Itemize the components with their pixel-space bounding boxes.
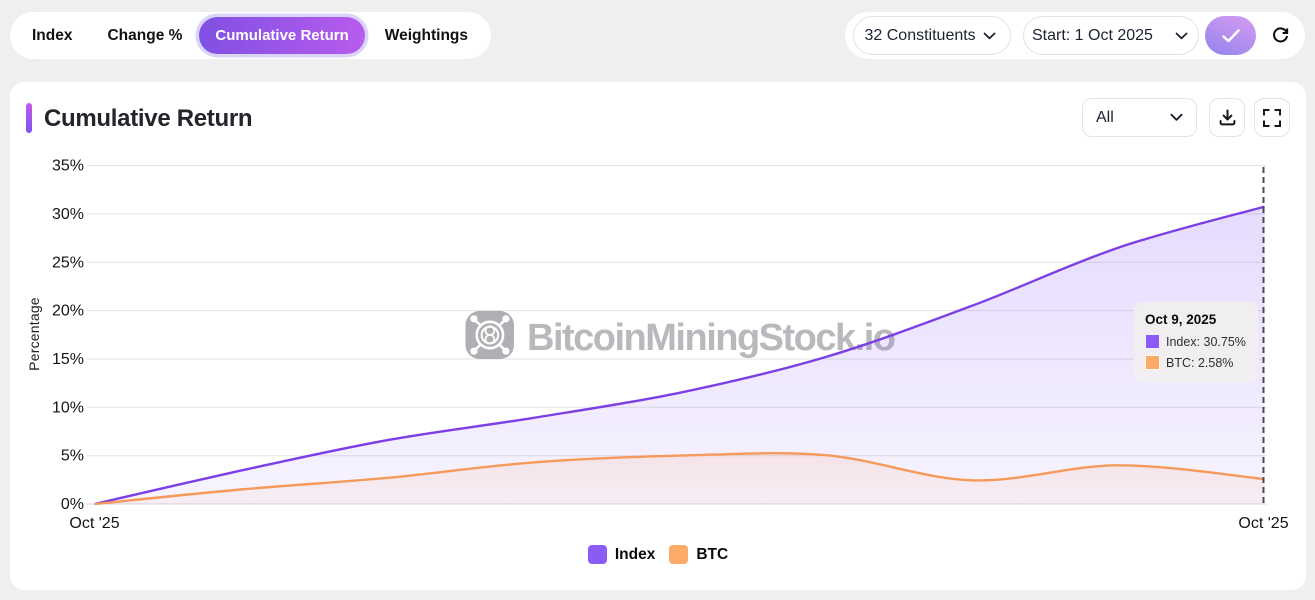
svg-text:BitcoinMiningStock.io: BitcoinMiningStock.io [527, 317, 895, 359]
svg-text:30%: 30% [52, 206, 84, 223]
svg-text:35%: 35% [52, 158, 84, 175]
svg-text:10%: 10% [52, 399, 84, 416]
svg-text:20%: 20% [52, 303, 84, 320]
svg-text:25%: 25% [52, 254, 84, 271]
svg-text:Percentage: Percentage [26, 297, 42, 371]
svg-text:Oct '25: Oct '25 [1238, 515, 1288, 532]
svg-text:Oct '25: Oct '25 [69, 515, 119, 532]
svg-text:15%: 15% [52, 351, 84, 368]
svg-text:5%: 5% [61, 448, 84, 465]
svg-text:0%: 0% [61, 496, 84, 513]
